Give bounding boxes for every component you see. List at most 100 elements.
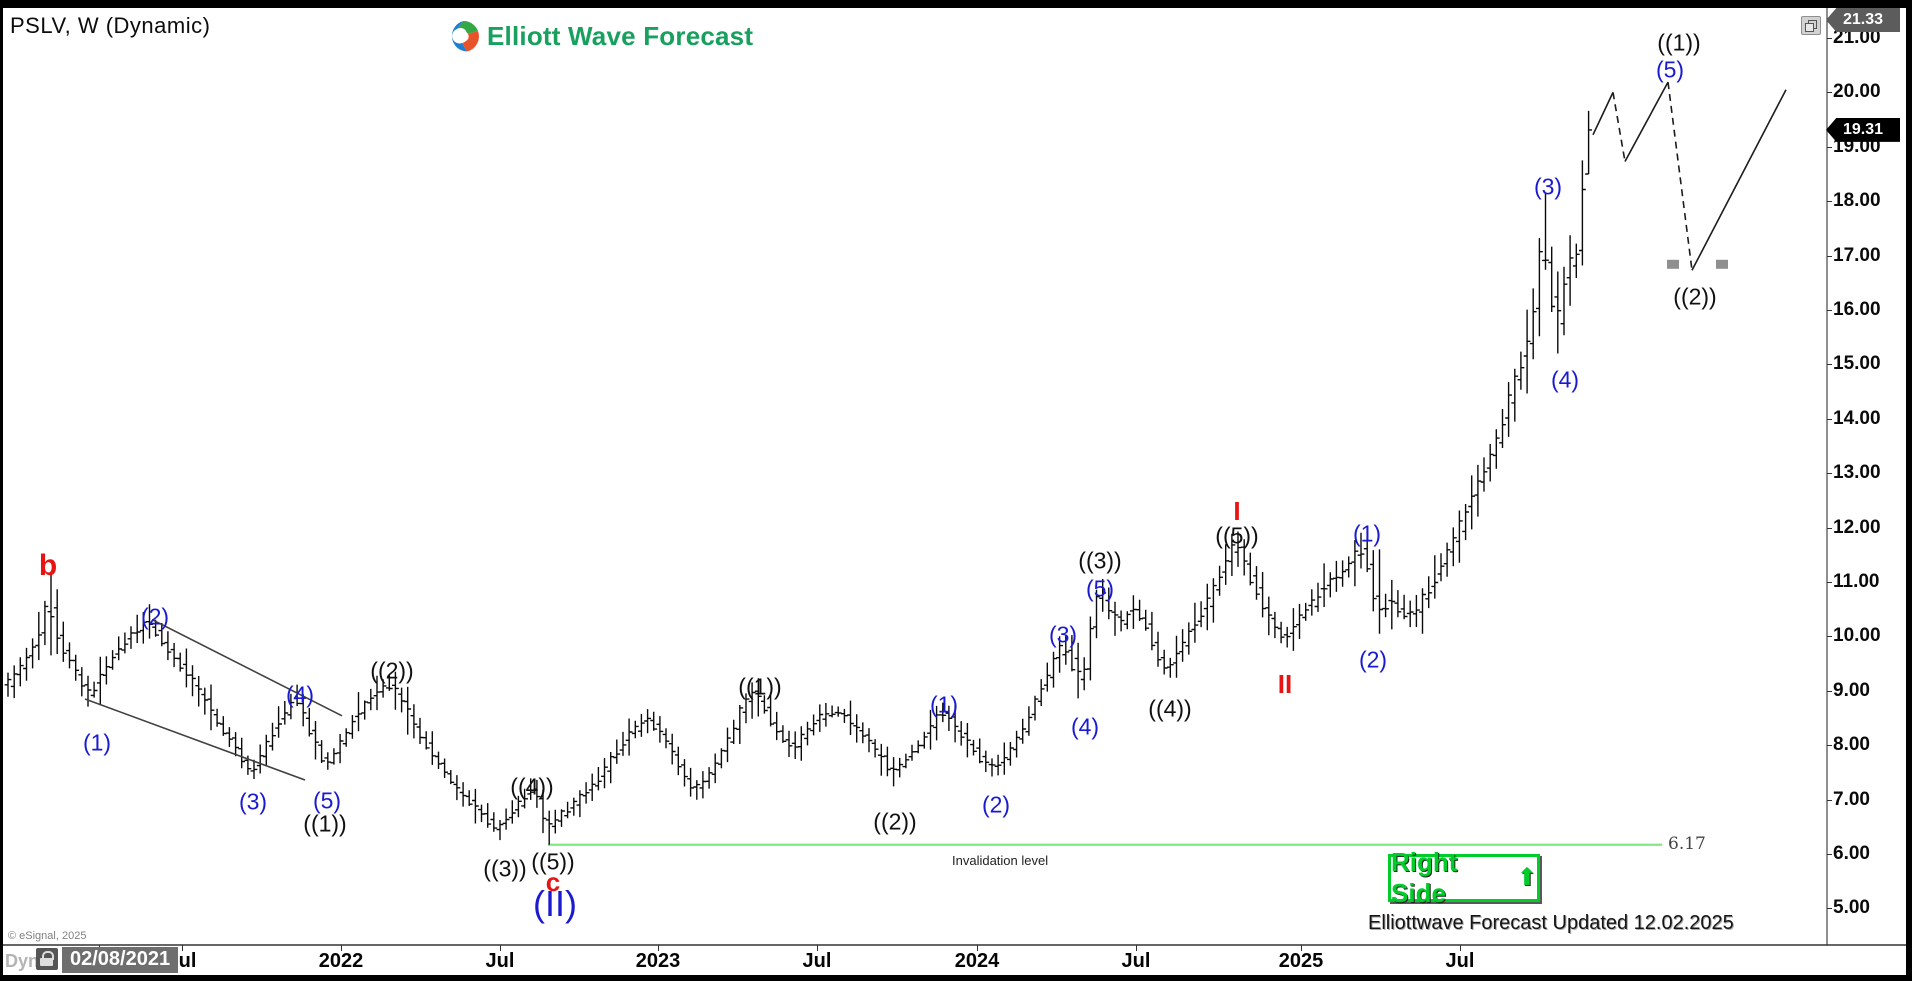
invalidation-label: Invalidation level (952, 853, 1049, 868)
price-tick-mark (1827, 582, 1832, 583)
lock-icon[interactable] (36, 948, 58, 970)
bottom-border-band (0, 975, 1912, 981)
price-tick-mark (1827, 310, 1832, 311)
price-tick-label: 18.00 (1833, 190, 1881, 212)
price-tick-label: 21.00 (1833, 27, 1881, 48)
time-tick-label: Jul (802, 950, 832, 972)
time-tick-label: Jul (1121, 950, 1151, 972)
price-tick-label: 10.00 (1833, 625, 1881, 647)
invalidation-value: 6.17 (1668, 834, 1706, 854)
wave-label-blue[interactable]: (2) (1358, 646, 1388, 673)
wave-label-black[interactable]: ((2)) (873, 808, 917, 835)
wave-label-black[interactable]: ((4)) (1148, 695, 1192, 722)
price-tick-mark (1827, 799, 1832, 801)
price-tick-label: 12.00 (1833, 516, 1881, 538)
wave-label-black[interactable]: ((2)) (1673, 283, 1717, 310)
wave-label-black[interactable]: ((1)) (1657, 29, 1701, 56)
right-side-badge: Right Side ⬆ (1388, 847, 1540, 908)
price-tick-mark (1827, 364, 1832, 366)
right-border-band (1906, 0, 1912, 981)
price-tick-label: 9.00 (1833, 679, 1870, 701)
time-tick-label: Jul (1445, 950, 1475, 972)
left-border-band (0, 0, 3, 981)
wave-label-blue[interactable]: (1) (929, 691, 959, 718)
updated-note: Elliottwave Forecast Updated 12.02.2025 (1368, 912, 1734, 934)
time-tick-mark (182, 945, 183, 951)
wave-label-blue[interactable]: (5) (1655, 56, 1685, 83)
wave-label-blue[interactable]: (5) (1085, 575, 1115, 602)
time-tick-label: 2022 (318, 950, 364, 972)
trendline[interactable] (84, 698, 306, 781)
forecast-path[interactable] (1624, 81, 1669, 162)
wave-label-black[interactable]: ((3)) (483, 855, 527, 882)
price-tick-label: 16.00 (1833, 299, 1881, 320)
time-tick-mark (1460, 945, 1461, 951)
time-tick-mark (1136, 945, 1137, 951)
price-tick-mark (1827, 854, 1832, 855)
wave-label-black[interactable]: ((2)) (370, 657, 414, 684)
price-tick-mark (1827, 636, 1832, 638)
symbol-title: PSLV, W (Dynamic) (10, 13, 211, 38)
price-tag: 19.31 (1826, 117, 1900, 142)
wave-label-black[interactable]: ((4)) (510, 773, 554, 800)
time-tick-label: Jul (485, 950, 515, 972)
price-tick-label: 17.00 (1833, 244, 1881, 266)
price-tick-mark (1827, 92, 1832, 94)
price-tick-label: 14.00 (1833, 407, 1881, 429)
time-tick-mark (658, 945, 659, 951)
time-tick-mark (500, 945, 501, 951)
wave-label-blue[interactable]: (3) (238, 788, 268, 815)
wave-label-red[interactable]: b (38, 549, 58, 582)
wave-label-blue[interactable]: (2) (140, 603, 170, 630)
wave-label-blue[interactable]: (II) (533, 883, 577, 924)
trendline[interactable] (151, 618, 343, 717)
price-tick-mark (1827, 690, 1832, 692)
wave-label-black[interactable]: ((5)) (531, 848, 575, 875)
wave-label-black[interactable]: ((1)) (738, 673, 782, 700)
wave-label-black[interactable]: ((1)) (303, 810, 347, 837)
price-tick-label: 15.00 (1833, 353, 1881, 375)
time-tick-label: 2023 (635, 950, 681, 972)
top-border-band (0, 0, 1912, 8)
wave-label-blue[interactable]: (1) (82, 729, 112, 756)
wave-label-red[interactable]: II (1277, 669, 1293, 699)
ohlc-bars (4, 110, 1592, 845)
wave-label-black[interactable]: ((5)) (1215, 522, 1259, 549)
forecast-path[interactable] (1592, 92, 1614, 136)
wave-label-red[interactable]: c (545, 867, 561, 897)
wave-label-blue[interactable]: (5) (312, 787, 342, 814)
restore-window-button[interactable] (1801, 16, 1821, 35)
copyright-note: © eSignal, 2025 (8, 930, 87, 942)
right-side-label: Right Side (1391, 847, 1458, 908)
wave-label-red[interactable]: I (1233, 496, 1241, 526)
wave-label-blue[interactable]: (4) (1550, 366, 1580, 393)
time-tick-mark (341, 945, 342, 951)
wave-label-black[interactable]: ((3)) (1078, 547, 1122, 574)
wave-label-blue[interactable]: (1) (1352, 520, 1382, 547)
wave-label-blue[interactable]: (3) (1533, 173, 1563, 200)
forecast-path[interactable] (1691, 89, 1787, 271)
price-tick-mark (1827, 38, 1832, 39)
price-tick-label: 13.00 (1833, 462, 1881, 484)
price-tick-label: 11.00 (1833, 571, 1880, 592)
wave-label-blue[interactable]: (4) (1070, 713, 1100, 740)
target-square-handle[interactable] (1716, 259, 1728, 269)
wave-label-blue[interactable]: (4) (285, 681, 315, 708)
time-tick-label: 2025 (1278, 950, 1324, 972)
up-arrow-icon: ⬆ (1516, 864, 1537, 891)
brand-logo: Elliott Wave Forecast (447, 20, 753, 53)
price-tag: 21.33 (1826, 8, 1900, 33)
forecast-path[interactable] (1667, 81, 1693, 271)
price-tick-mark (1827, 255, 1832, 257)
target-square-handle[interactable] (1667, 259, 1679, 269)
mode-label: Dyn (5, 951, 40, 971)
wave-label-blue[interactable]: (3) (1048, 621, 1078, 648)
start-date-badge[interactable]: 02/08/2021 (62, 947, 179, 973)
wave-label-blue[interactable]: (2) (981, 791, 1011, 818)
time-tick-mark (977, 945, 978, 951)
forecast-path[interactable] (1612, 92, 1626, 162)
price-tick-label: 6.00 (1833, 843, 1870, 864)
price-tick-mark (1827, 908, 1832, 910)
